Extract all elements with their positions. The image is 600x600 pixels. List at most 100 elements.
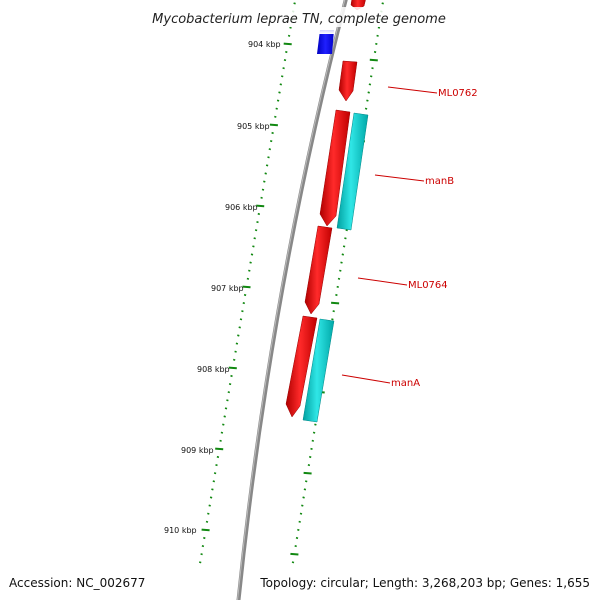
outer-ruler-minor-tick — [298, 520, 301, 523]
ruler-ticks-outer — [290, 2, 384, 564]
inner-ruler-minor-tick — [216, 455, 220, 459]
ruler-label-904: 904 kbp — [248, 40, 281, 49]
gene-block-mana-reverse[interactable] — [302, 318, 335, 423]
inner-ruler-minor-tick — [220, 431, 224, 434]
inner-ruler-minor-tick — [246, 277, 250, 280]
inner-ruler-minor-tick — [268, 148, 272, 151]
outer-ruler-minor-tick — [291, 561, 295, 564]
outer-ruler-minor-tick — [371, 67, 374, 70]
outer-ruler-minor-tick — [299, 512, 303, 515]
inner-ruler-minor-tick — [267, 156, 270, 159]
feature-blue[interactable] — [317, 30, 334, 54]
inner-ruler-major-tick — [242, 285, 251, 289]
inner-ruler-minor-tick — [269, 140, 273, 143]
ruler-labels: 904 kbp 905 kbp 906 kbp 907 kbp 908 kbp … — [164, 40, 281, 535]
outer-ruler-minor-tick — [339, 269, 342, 272]
outer-ruler-minor-tick — [377, 26, 381, 29]
label-line-ml0762 — [387, 86, 438, 94]
inner-ruler-minor-tick — [256, 221, 259, 224]
outer-ruler-minor-tick — [307, 464, 311, 467]
title-backing — [146, 7, 456, 27]
inner-ruler-minor-tick — [237, 334, 240, 337]
inner-ruler-minor-tick — [260, 196, 263, 199]
inner-ruler-minor-tick — [285, 50, 288, 54]
gene-label-manb[interactable]: manB — [425, 176, 454, 187]
inner-ruler-minor-tick — [207, 512, 210, 515]
map-title: Mycobacterium leprae TN, complete genome — [152, 12, 446, 27]
outer-ruler-major-tick — [290, 552, 299, 556]
gene-arrow-manb[interactable] — [319, 109, 351, 227]
inner-ruler-minor-tick — [235, 342, 239, 345]
inner-ruler-major-tick — [269, 123, 278, 127]
inner-ruler-minor-tick — [257, 212, 261, 216]
gene-label-ml0764[interactable]: ML0764 — [408, 280, 448, 291]
inner-ruler-minor-tick — [274, 115, 277, 118]
gene-label-mana[interactable]: manA — [391, 378, 420, 389]
outer-ruler-minor-tick — [344, 237, 347, 240]
gene-block-manb-reverse[interactable] — [336, 112, 369, 231]
inner-ruler-major-tick — [215, 447, 224, 451]
outer-ruler-minor-tick — [337, 277, 341, 280]
gene-labels: ML0762 manB ML0764 manA — [391, 88, 478, 389]
inner-ruler-major-tick — [283, 42, 292, 46]
ruler-label-905: 905 kbp — [237, 122, 270, 131]
inner-ruler-minor-tick — [261, 188, 265, 191]
inner-ruler-minor-tick — [293, 2, 296, 5]
feature-blocks — [285, 0, 369, 423]
inner-ruler-minor-tick — [200, 553, 203, 556]
outer-ruler-minor-tick — [311, 439, 315, 442]
gene-arrow-ml0764[interactable] — [304, 225, 333, 315]
inner-ruler-minor-tick — [201, 545, 205, 548]
inner-ruler-minor-tick — [287, 34, 291, 37]
outer-ruler-major-tick — [303, 471, 312, 475]
inner-ruler-minor-tick — [252, 245, 255, 248]
outer-ruler-minor-tick — [335, 293, 338, 297]
outer-ruler-minor-tick — [364, 107, 368, 110]
inner-ruler-minor-tick — [226, 399, 229, 402]
ruler-label-906: 906 kbp — [225, 203, 258, 212]
inner-ruler-minor-tick — [282, 67, 285, 70]
outer-ruler-minor-tick — [301, 504, 304, 507]
outer-ruler-minor-tick — [381, 2, 384, 5]
accession-text: Accession: NC_002677 — [9, 576, 145, 590]
genome-backbone-highlight — [237, 0, 346, 600]
label-line-ml0764 — [357, 277, 408, 286]
inner-ruler-minor-tick — [222, 423, 225, 426]
outer-ruler-minor-tick — [308, 455, 312, 459]
outer-ruler-minor-tick — [367, 91, 370, 94]
inner-ruler-minor-tick — [264, 172, 267, 175]
inner-ruler-minor-tick — [280, 75, 284, 78]
outer-ruler-minor-tick — [303, 488, 307, 491]
label-lines — [341, 86, 438, 384]
inner-ruler-minor-tick — [228, 383, 232, 386]
inner-ruler-major-tick — [256, 204, 265, 208]
ruler-label-910: 910 kbp — [164, 526, 197, 535]
inner-ruler-minor-tick — [205, 520, 209, 523]
outer-ruler-minor-tick — [295, 536, 299, 540]
inner-ruler-minor-tick — [209, 496, 213, 499]
inner-ruler-minor-tick — [283, 59, 287, 62]
inner-ruler-minor-tick — [263, 180, 266, 183]
inner-ruler-minor-tick — [232, 358, 236, 361]
outer-ruler-major-tick — [369, 58, 378, 62]
inner-ruler-minor-tick — [253, 237, 256, 240]
outer-ruler-minor-tick — [375, 42, 378, 45]
outer-ruler-minor-tick — [336, 285, 339, 288]
gene-arrow-mana[interactable] — [285, 315, 318, 418]
gene-label-ml0762[interactable]: ML0762 — [438, 88, 478, 99]
outer-ruler-minor-tick — [373, 50, 377, 54]
inner-ruler-minor-tick — [250, 253, 254, 256]
inner-ruler-minor-tick — [208, 504, 211, 507]
inner-ruler-major-tick — [228, 366, 237, 370]
ruler-label-908: 908 kbp — [197, 365, 230, 374]
outer-ruler-minor-tick — [345, 229, 348, 232]
gene-arrow-ml0762[interactable] — [338, 60, 358, 102]
inner-ruler-minor-tick — [211, 488, 214, 491]
inner-ruler-minor-tick — [215, 464, 218, 467]
inner-ruler-minor-tick — [248, 269, 251, 272]
inner-ruler-minor-tick — [238, 326, 241, 329]
inner-ruler-minor-tick — [271, 131, 274, 135]
outer-ruler-minor-tick — [314, 423, 317, 426]
inner-ruler-minor-tick — [289, 26, 292, 29]
